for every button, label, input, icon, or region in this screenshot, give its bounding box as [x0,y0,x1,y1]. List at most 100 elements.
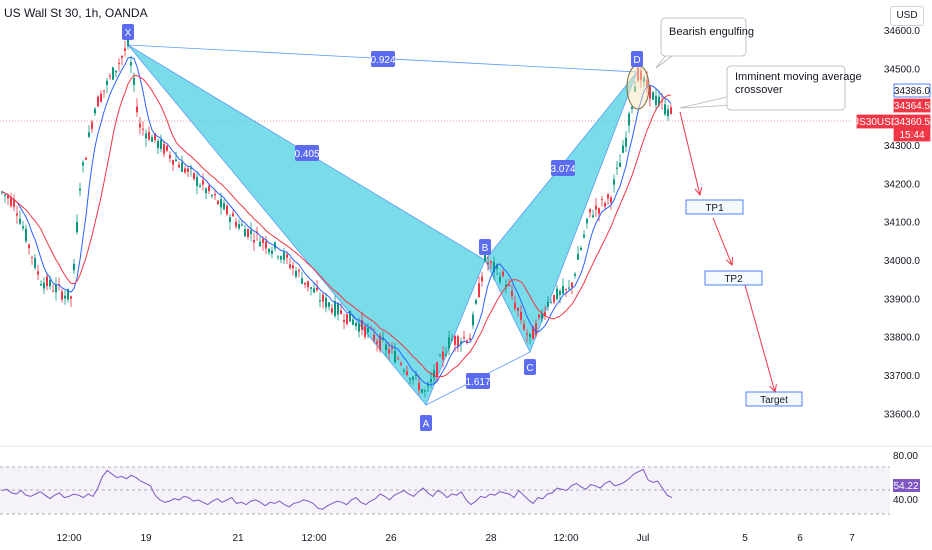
candle [568,279,570,292]
d-highlight-ellipse [626,64,650,110]
candle [610,195,612,210]
candle [160,134,162,153]
candle [322,291,324,309]
candle [331,303,333,315]
candle [310,287,312,296]
candle [40,280,42,287]
candle [94,106,96,116]
svg-text:B: B [482,243,489,254]
projection-arrow [744,284,776,393]
svg-text:Bearish engulfing: Bearish engulfing [669,26,754,38]
candle [91,119,93,133]
time-tick-label: 28 [485,533,497,544]
candle [550,298,552,305]
candle [112,66,114,81]
candle [433,364,435,384]
ratio-label: 1.617 [465,373,491,389]
candle [622,140,624,154]
candle [664,98,666,117]
candle [448,330,450,356]
candle [457,334,459,352]
rsi-level-label: 40.00 [893,495,918,506]
candle [157,138,159,155]
time-tick-label: 7 [849,533,855,544]
candle [616,160,618,175]
candle [364,325,366,340]
candle [280,255,282,263]
candle [463,330,465,341]
svg-text:TP2: TP2 [724,274,743,285]
candle [1,190,3,195]
candle [514,295,516,312]
candle [367,323,369,339]
candle [31,256,33,265]
svg-text:Imminent moving average: Imminent moving average [735,71,862,83]
candle [25,225,27,244]
arrowhead [694,187,703,197]
svg-text:0.405: 0.405 [294,149,319,160]
candle [487,255,489,271]
candle [265,235,267,255]
ma-slow-line [1,74,671,378]
candle [175,151,177,162]
candle [169,151,171,163]
target-box-tp2: TP2 [704,270,763,286]
time-tick-label: 26 [385,533,397,544]
candle [655,89,657,111]
candle [523,320,525,331]
candle [613,174,615,193]
candle [472,311,474,329]
chart-title: US Wall St 30, 1h, OANDA [4,6,148,20]
candle [4,194,6,204]
price-tick-label: 34100.0 [884,218,921,229]
svg-text:15:44: 15:44 [899,130,924,141]
candle [445,347,447,357]
candle [61,288,63,303]
candle [88,125,90,138]
candle [538,313,540,321]
svg-text:54.22: 54.22 [893,481,918,492]
candle [394,342,396,364]
candle [148,126,150,142]
candle [85,157,87,160]
svg-text:Target: Target [760,395,788,406]
candles-group [1,30,672,398]
candle [607,193,609,205]
candle [214,189,216,200]
pattern-point-b: B [479,239,491,255]
candle [619,154,621,168]
candle [187,166,189,178]
pattern-triangle-bcd [484,71,638,354]
candle [670,104,672,115]
candle [151,134,153,143]
candle [451,333,453,342]
candle [625,131,627,152]
svg-text:A: A [423,419,430,430]
candle [304,282,306,289]
candle [259,236,261,247]
currency-button[interactable]: USD [890,6,924,26]
candle [535,319,537,338]
candle [343,313,345,330]
candle [598,207,600,222]
candle [379,332,381,353]
candle [478,276,480,298]
candle [526,329,528,343]
candle [193,172,195,181]
candle [136,98,138,117]
candle [238,219,240,231]
price-tag: US30USD [852,114,898,129]
candle [412,376,414,385]
candle [184,165,186,175]
target-box-tp1: TP1 [685,199,744,215]
ratio-label: 0.924 [370,51,396,67]
svg-text:crossover: crossover [735,84,783,96]
candle [289,257,291,270]
candle [217,199,219,206]
candle [70,295,72,307]
candle [547,296,549,312]
moving-averages [1,56,672,386]
candle [319,292,321,308]
